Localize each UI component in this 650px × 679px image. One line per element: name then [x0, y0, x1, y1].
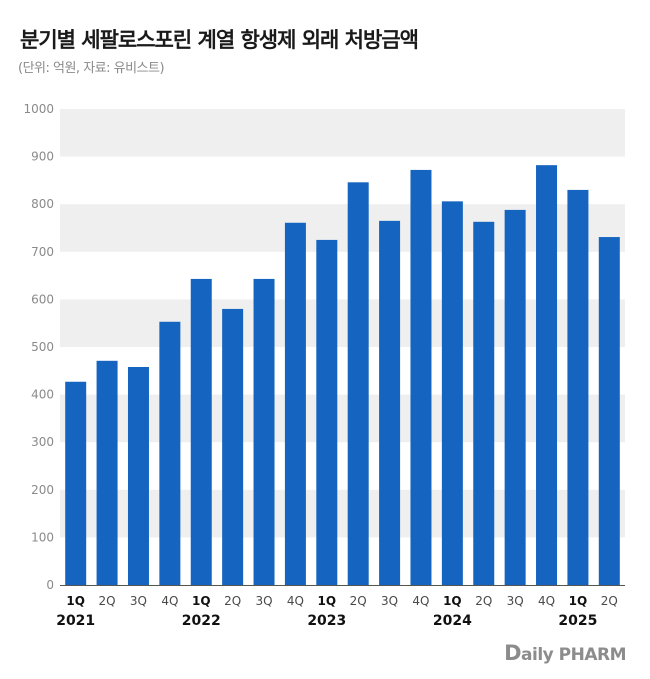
- grid-band: [60, 489, 625, 538]
- y-tick-label: 800: [31, 197, 54, 211]
- x-tick-label: 3Q: [130, 594, 147, 608]
- chart-title: 분기별 세팔로스포린 계열 항생제 외래 처방금액: [20, 28, 419, 52]
- y-tick-label: 600: [31, 292, 54, 306]
- x-tick-label: 1Q: [318, 594, 337, 608]
- x-tick-label: 2Q: [475, 594, 492, 608]
- x-tick-label: 4Q: [538, 594, 555, 608]
- x-tick-label: 1Q: [569, 594, 588, 608]
- bar: [127, 366, 149, 585]
- y-tick-label: 300: [31, 435, 54, 449]
- grid-band: [60, 299, 625, 347]
- bar: [598, 237, 620, 585]
- bar: [190, 278, 212, 585]
- grid-band: [60, 394, 625, 443]
- bar: [159, 321, 181, 585]
- grid-band: [60, 109, 625, 157]
- x-tick-label: 1Q: [192, 594, 211, 608]
- grid-band: [60, 204, 625, 252]
- bar: [222, 308, 244, 585]
- x-tick-label: 3Q: [255, 594, 272, 608]
- x-tick-label: 1Q: [66, 594, 85, 608]
- y-tick-label: 100: [31, 530, 54, 544]
- bar: [473, 221, 495, 585]
- bar: [504, 209, 526, 586]
- y-tick-label: 200: [31, 483, 54, 497]
- bar: [441, 201, 463, 585]
- year-label: 2022: [182, 613, 221, 629]
- x-tick-label: 3Q: [381, 594, 398, 608]
- y-tick-label: 700: [31, 245, 54, 259]
- bar: [316, 239, 338, 585]
- bar: [379, 220, 401, 586]
- chart-subtitle: (단위: 억원, 자료: 유비스트): [18, 61, 165, 76]
- bar: [410, 169, 432, 586]
- bar: [253, 278, 275, 585]
- x-tick-label: 3Q: [507, 594, 524, 608]
- bar: [65, 381, 87, 585]
- x-tick-label: 2Q: [224, 594, 241, 608]
- x-tick-label: 4Q: [161, 594, 178, 608]
- x-tick-label: 2Q: [601, 594, 618, 608]
- year-label: 2023: [307, 613, 346, 629]
- x-tick-label: 2Q: [350, 594, 367, 608]
- x-tick-label: 4Q: [287, 594, 304, 608]
- year-label: 2024: [433, 613, 472, 629]
- year-label: 2021: [56, 613, 95, 629]
- y-tick-label: 400: [31, 388, 54, 402]
- bar: [536, 165, 558, 585]
- y-tick-label: 0: [46, 578, 54, 592]
- x-tick-label: 1Q: [443, 594, 462, 608]
- bar: [96, 360, 118, 585]
- x-tick-label: 4Q: [412, 594, 429, 608]
- daily-pharm-logo: Daily PHARM: [504, 641, 626, 665]
- y-tick-label: 900: [31, 150, 54, 164]
- bar: [567, 189, 589, 586]
- bar: [284, 222, 306, 585]
- year-label: 2025: [558, 613, 597, 629]
- y-tick-label: 500: [31, 340, 54, 354]
- x-tick-label: 2Q: [99, 594, 116, 608]
- y-tick-label: 1000: [23, 102, 54, 116]
- bar: [347, 182, 369, 585]
